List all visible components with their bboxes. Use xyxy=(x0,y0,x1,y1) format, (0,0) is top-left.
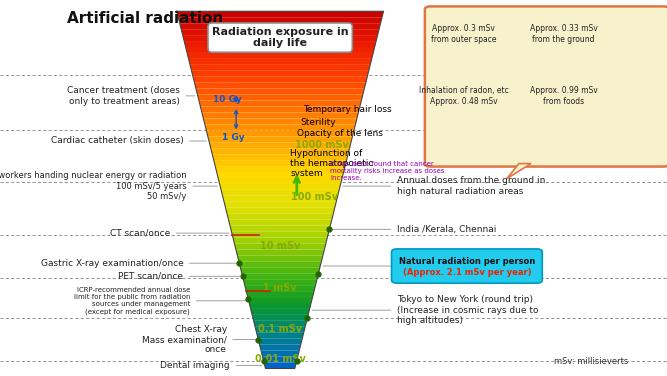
Polygon shape xyxy=(190,65,370,71)
Text: (Approx. 2.1 mSv per year): (Approx. 2.1 mSv per year) xyxy=(403,268,531,277)
Text: 0.01 mSv: 0.01 mSv xyxy=(255,354,305,364)
Text: Cancer treatment (doses
only to treatment areas): Cancer treatment (doses only to treatmen… xyxy=(67,86,180,106)
Polygon shape xyxy=(215,166,345,172)
Text: Natural radiation: Natural radiation xyxy=(480,11,628,26)
Polygon shape xyxy=(225,208,335,214)
Polygon shape xyxy=(185,47,375,53)
Polygon shape xyxy=(239,261,321,267)
Text: 10 Gy: 10 Gy xyxy=(213,95,241,104)
Polygon shape xyxy=(187,53,373,59)
Polygon shape xyxy=(197,95,363,101)
Text: Dental imaging: Dental imaging xyxy=(161,361,230,370)
Polygon shape xyxy=(227,214,334,220)
Polygon shape xyxy=(193,77,368,83)
FancyBboxPatch shape xyxy=(425,6,667,167)
Text: PET scan/once: PET scan/once xyxy=(119,272,183,281)
Polygon shape xyxy=(236,249,324,255)
Text: Artificial radiation: Artificial radiation xyxy=(67,11,223,26)
Text: mSv: millisieverts: mSv: millisieverts xyxy=(554,357,628,366)
Polygon shape xyxy=(208,136,352,142)
Text: 10 mSv: 10 mSv xyxy=(260,241,300,251)
Text: Temporary hair loss: Temporary hair loss xyxy=(303,105,392,114)
Polygon shape xyxy=(240,267,320,273)
Text: Inhalation of radon, etc
Approx. 0.48 mSv: Inhalation of radon, etc Approx. 0.48 mS… xyxy=(419,86,508,106)
Polygon shape xyxy=(507,164,531,179)
Text: Dose limits to workers handing nuclear energy or radiation
100 mSv/5 years
50 mS: Dose limits to workers handing nuclear e… xyxy=(0,171,187,201)
Polygon shape xyxy=(261,350,299,356)
Polygon shape xyxy=(205,124,356,130)
Polygon shape xyxy=(200,106,360,112)
Polygon shape xyxy=(257,333,303,339)
Polygon shape xyxy=(252,315,308,321)
Polygon shape xyxy=(181,29,379,35)
Polygon shape xyxy=(242,273,318,279)
Polygon shape xyxy=(234,244,326,249)
Polygon shape xyxy=(263,356,297,362)
Polygon shape xyxy=(219,184,341,190)
Polygon shape xyxy=(184,41,376,47)
Polygon shape xyxy=(178,17,382,23)
Text: It has been found that cancer
mortality risks increase as doses
increase.: It has been found that cancer mortality … xyxy=(330,161,445,181)
Polygon shape xyxy=(179,23,381,29)
Text: 1 Gy: 1 Gy xyxy=(222,133,245,142)
Polygon shape xyxy=(211,148,350,154)
Polygon shape xyxy=(191,71,369,77)
Text: CT scan/once: CT scan/once xyxy=(110,229,170,238)
Text: 100 mSv: 100 mSv xyxy=(291,193,338,202)
Polygon shape xyxy=(230,226,330,232)
Polygon shape xyxy=(177,11,384,17)
Polygon shape xyxy=(196,89,364,95)
Polygon shape xyxy=(259,345,301,350)
Polygon shape xyxy=(223,196,338,202)
FancyBboxPatch shape xyxy=(392,249,542,283)
Polygon shape xyxy=(229,220,331,226)
Polygon shape xyxy=(213,160,347,166)
Text: Chest X-ray
Mass examination/
once: Chest X-ray Mass examination/ once xyxy=(142,324,227,355)
Polygon shape xyxy=(247,297,313,303)
Polygon shape xyxy=(258,339,302,345)
Polygon shape xyxy=(243,279,317,285)
Polygon shape xyxy=(217,172,344,178)
Text: Opacity of the lens: Opacity of the lens xyxy=(297,129,383,138)
Polygon shape xyxy=(183,35,378,41)
Polygon shape xyxy=(206,130,354,136)
Text: 1 mSv: 1 mSv xyxy=(263,283,297,293)
Text: Cardiac catheter (skin doses): Cardiac catheter (skin doses) xyxy=(51,136,183,146)
Polygon shape xyxy=(212,154,348,160)
Polygon shape xyxy=(218,178,342,184)
Polygon shape xyxy=(202,112,358,118)
Polygon shape xyxy=(221,190,339,196)
Text: India /Kerala, Chennai: India /Kerala, Chennai xyxy=(397,225,496,234)
Text: Natural radiation per person: Natural radiation per person xyxy=(399,257,535,266)
Text: Gastric X-ray examination/once: Gastric X-ray examination/once xyxy=(41,259,183,268)
Polygon shape xyxy=(189,59,372,65)
Text: Radiation exposure in
daily life: Radiation exposure in daily life xyxy=(212,27,348,49)
Polygon shape xyxy=(199,101,362,106)
Polygon shape xyxy=(255,327,305,333)
Polygon shape xyxy=(203,118,357,124)
Polygon shape xyxy=(237,255,323,261)
Text: ICRP-recommended annual dose
limit for the public from radiation
sources under m: ICRP-recommended annual dose limit for t… xyxy=(73,287,190,315)
Polygon shape xyxy=(245,285,315,291)
Polygon shape xyxy=(209,142,351,148)
Polygon shape xyxy=(264,362,296,368)
Text: Annual doses from the ground in
high natural radiation areas: Annual doses from the ground in high nat… xyxy=(397,176,545,196)
Text: 1000 mSv: 1000 mSv xyxy=(295,140,350,150)
Polygon shape xyxy=(231,232,329,238)
Polygon shape xyxy=(224,202,336,208)
Text: Hypofunction of
the hematopoietic
system: Hypofunction of the hematopoietic system xyxy=(290,149,374,179)
Polygon shape xyxy=(253,321,307,327)
Polygon shape xyxy=(251,309,309,315)
Polygon shape xyxy=(233,238,327,244)
Polygon shape xyxy=(249,303,311,309)
Polygon shape xyxy=(246,291,314,297)
Text: Tokyo to New York (round trip)
(Increase in cosmic rays due to
high altitudes): Tokyo to New York (round trip) (Increase… xyxy=(397,295,538,325)
Text: Approx. 0.33 mSv
from the ground: Approx. 0.33 mSv from the ground xyxy=(530,24,598,44)
Text: 0.1 mSv: 0.1 mSv xyxy=(258,324,302,334)
Polygon shape xyxy=(195,83,366,89)
Text: Approx. 0.3 mSv
from outer space: Approx. 0.3 mSv from outer space xyxy=(431,24,496,44)
Text: Sterility: Sterility xyxy=(300,118,336,127)
Text: Approx. 0.99 mSv
from foods: Approx. 0.99 mSv from foods xyxy=(530,86,598,106)
